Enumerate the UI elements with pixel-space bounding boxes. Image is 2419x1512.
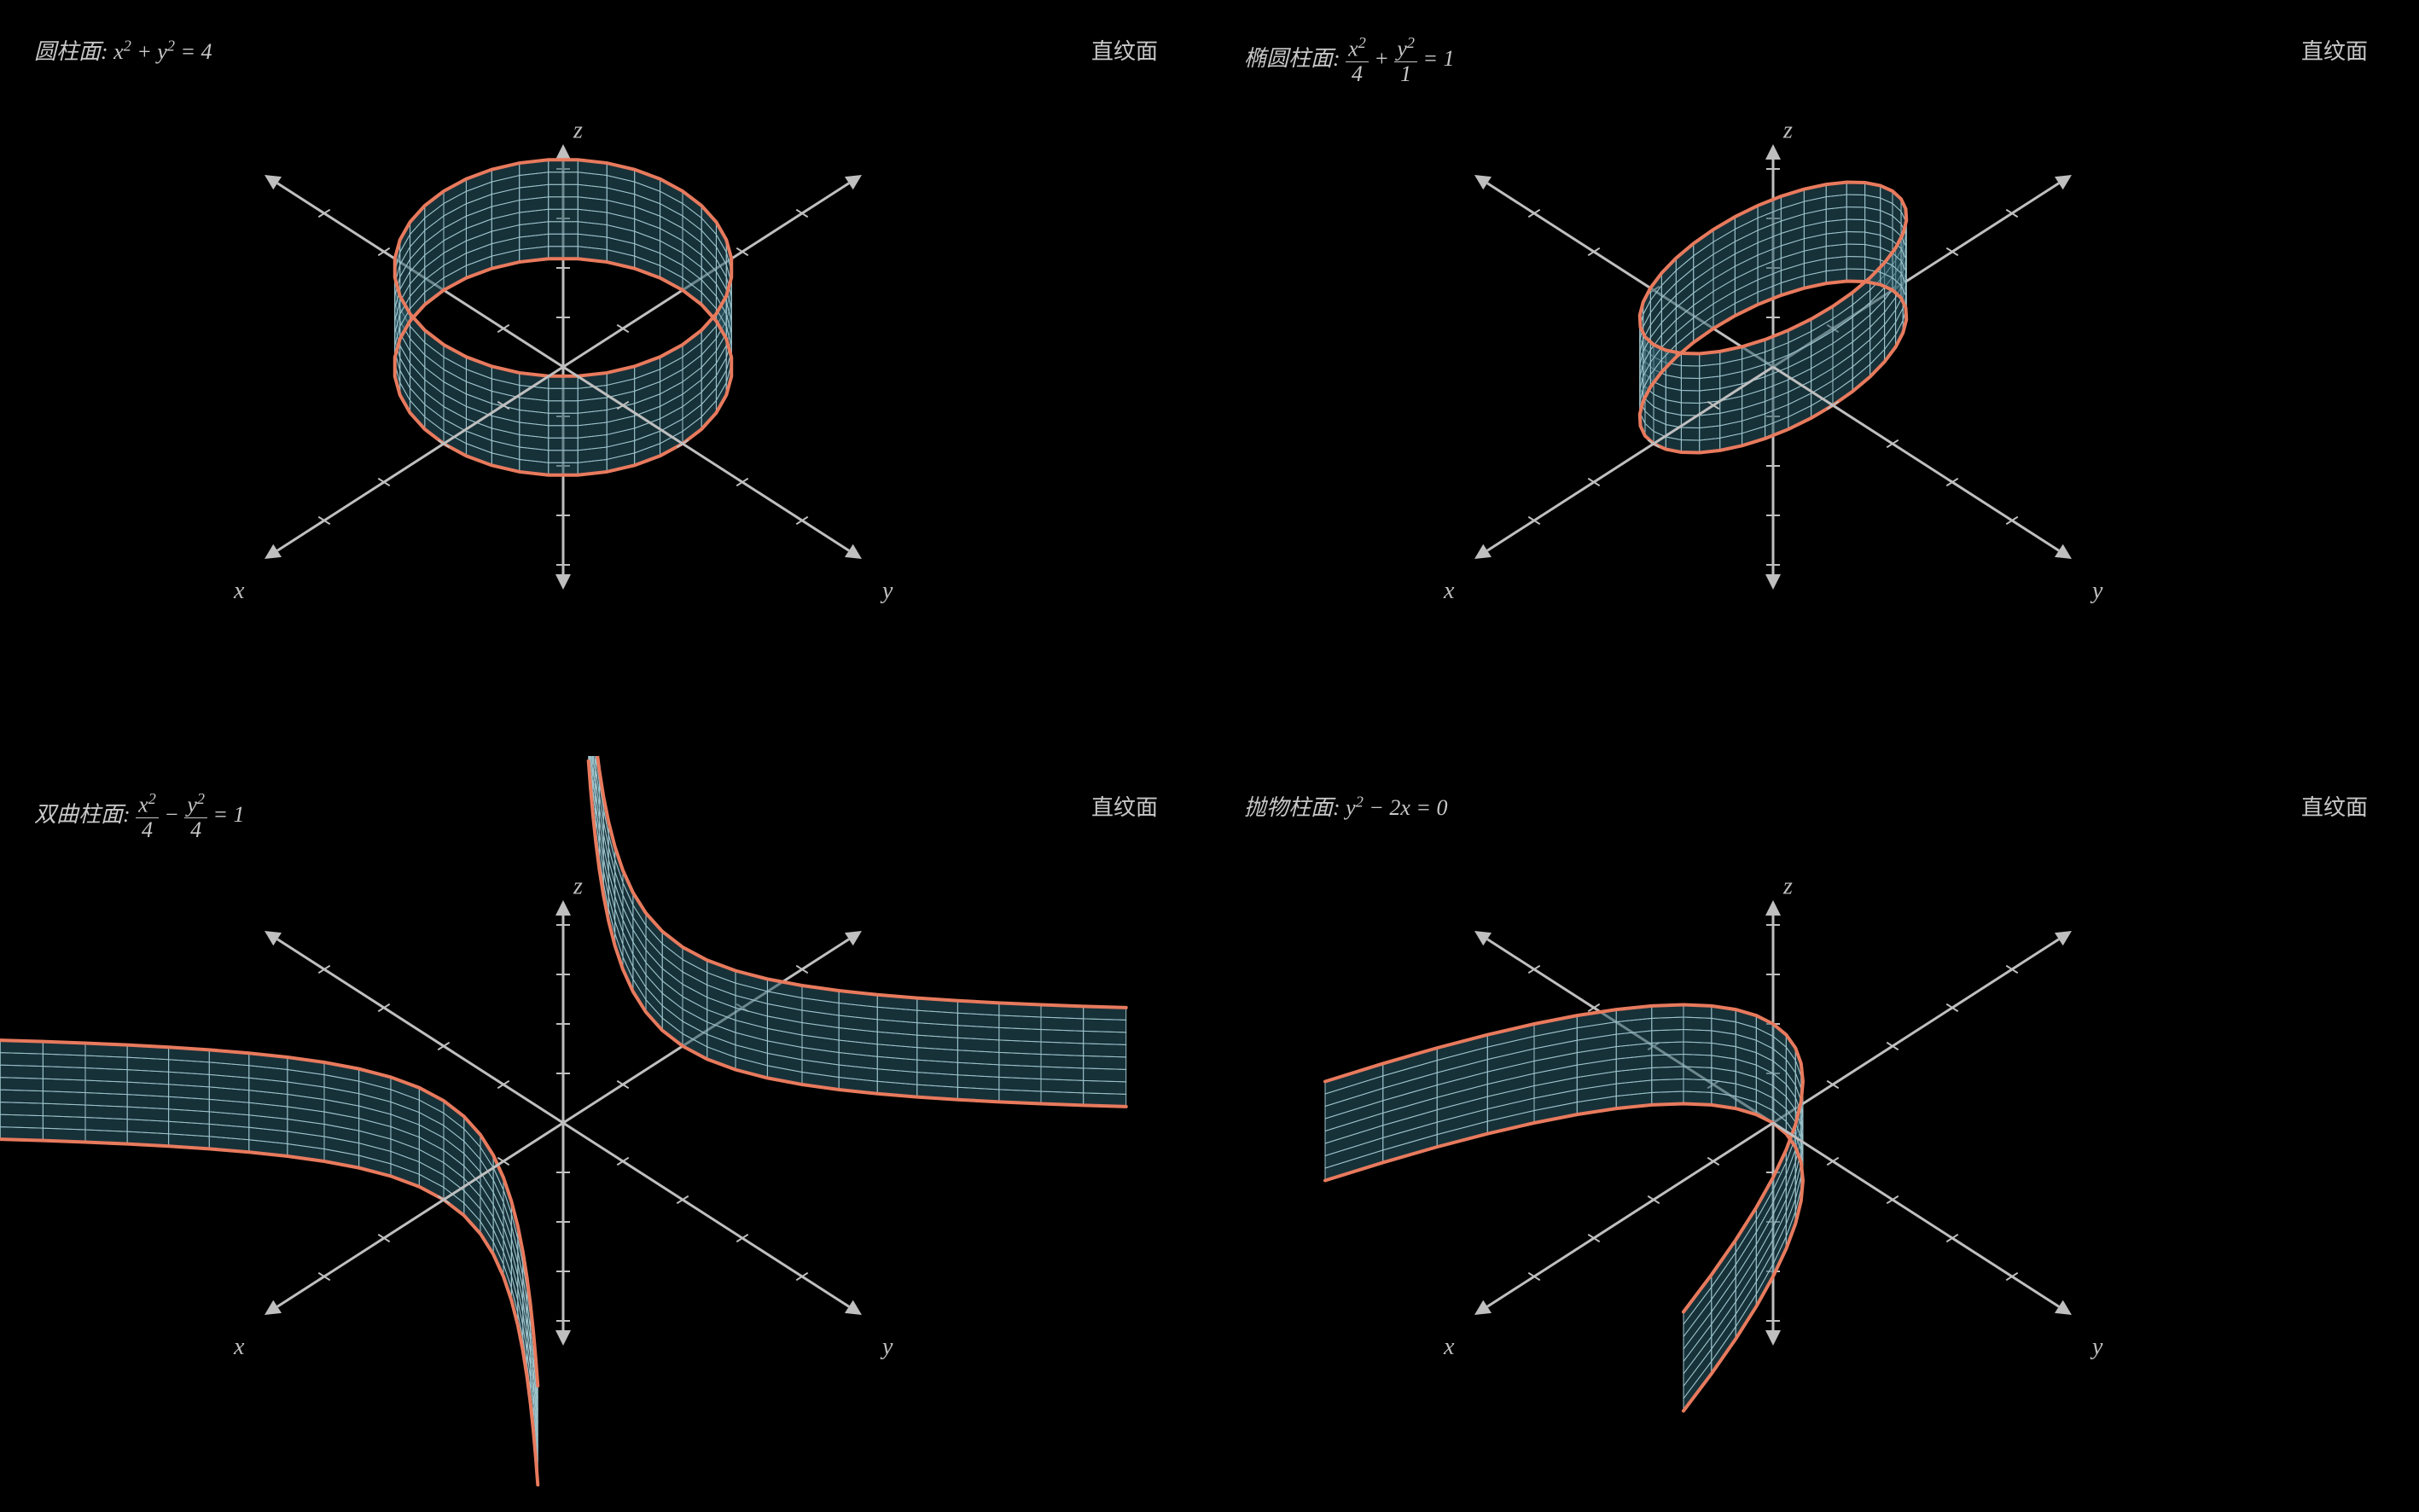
svg-text:z: z [573,118,583,144]
svg-text:y: y [2090,578,2103,604]
svg-text:x: x [233,1334,245,1360]
panel-elliptic: 椭圆柱面: x24 + y21 = 1 直纹面 xyz [1210,0,2419,756]
panel-hyperbolic: 双曲柱面: x24 − y24 = 1 直纹面 xyz [0,756,1209,1512]
svg-text:z: z [1782,874,1793,900]
plot-elliptic: x y z [1210,0,2419,756]
panel-parabolic: 抛物柱面: y2 − 2x = 0 直纹面 xyz [1210,756,2419,1512]
svg-text:x: x [1443,1334,1455,1360]
plot-parabolic: x y z [1210,756,2419,1512]
svg-text:y: y [880,578,893,604]
svg-text:x: x [1443,578,1455,604]
plot-hyperbolic: x y z [0,756,1209,1512]
plot-cylinder: x y z [0,0,1209,756]
svg-text:y: y [880,1334,893,1360]
svg-text:y: y [2090,1334,2103,1360]
svg-text:x: x [233,578,245,604]
svg-text:z: z [1782,118,1793,144]
svg-text:z: z [573,874,583,900]
panel-cylinder: 圆柱面: x2 + y2 = 4 直纹面 xyz [0,0,1209,756]
